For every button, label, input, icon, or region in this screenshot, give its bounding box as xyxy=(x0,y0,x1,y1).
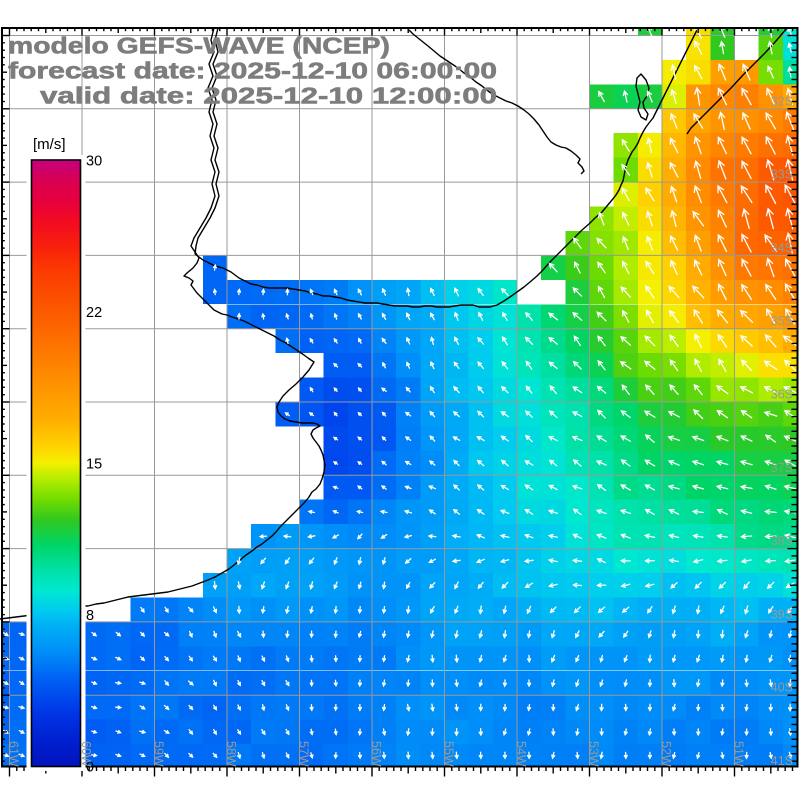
svg-text:22: 22 xyxy=(86,305,102,321)
svg-text:40S: 40S xyxy=(771,681,793,695)
svg-text:55W: 55W xyxy=(442,741,456,767)
svg-text:57W: 57W xyxy=(297,741,311,767)
svg-text:59W: 59W xyxy=(152,741,166,767)
svg-text:56W: 56W xyxy=(369,741,383,767)
svg-text:53W: 53W xyxy=(587,741,601,767)
svg-text:35S: 35S xyxy=(771,314,793,328)
svg-text:60W: 60W xyxy=(79,741,93,767)
svg-text:37S: 37S xyxy=(771,461,793,475)
svg-text:15: 15 xyxy=(86,457,102,473)
svg-text:8: 8 xyxy=(86,608,94,624)
svg-text:33S: 33S xyxy=(771,168,793,182)
svg-text:52W: 52W xyxy=(659,741,673,767)
svg-text:forecast date: 2025-12-10 06:0: forecast date: 2025-12-10 06:00:00 xyxy=(8,58,497,84)
svg-text:32S: 32S xyxy=(771,94,793,108)
svg-text:30: 30 xyxy=(86,154,102,170)
svg-text:0: 0 xyxy=(86,760,94,776)
svg-text:39S: 39S xyxy=(771,607,793,621)
svg-text:41S: 41S xyxy=(771,754,793,768)
svg-text:[m/s]: [m/s] xyxy=(33,136,66,153)
svg-text:38S: 38S xyxy=(771,534,793,548)
svg-text:valid date: 2025-12-10 12:00:0: valid date: 2025-12-10 12:00:00 xyxy=(40,83,497,109)
svg-text:modelo GEFS-WAVE (NCEP): modelo GEFS-WAVE (NCEP) xyxy=(8,33,390,59)
svg-text:51W: 51W xyxy=(732,741,746,767)
svg-text:34S: 34S xyxy=(771,241,793,255)
svg-text:36S: 36S xyxy=(771,388,793,402)
svg-text:58W: 58W xyxy=(224,741,238,767)
svg-text:61W: 61W xyxy=(7,741,21,767)
svg-text:54W: 54W xyxy=(514,741,528,767)
